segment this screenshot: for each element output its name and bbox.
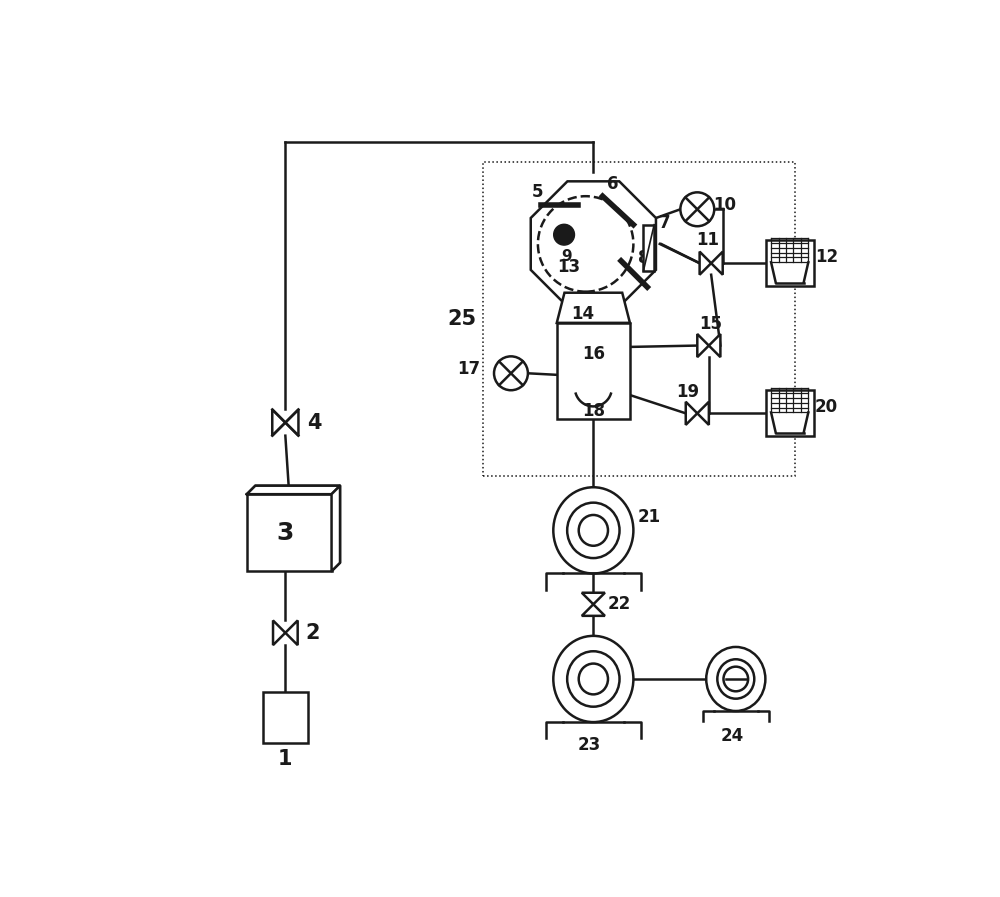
Polygon shape [272, 409, 285, 436]
Text: 4: 4 [307, 413, 322, 432]
Polygon shape [582, 593, 605, 605]
Text: 2: 2 [306, 623, 320, 643]
Bar [766, 390, 814, 437]
Text: 23: 23 [578, 736, 601, 754]
Text: 7: 7 [658, 214, 670, 232]
Text: 19: 19 [676, 383, 700, 401]
Polygon shape [273, 621, 285, 645]
Polygon shape [686, 402, 697, 425]
Text: 21: 21 [637, 508, 660, 526]
Polygon shape [557, 292, 630, 323]
Text: 20: 20 [815, 398, 838, 416]
Polygon shape [285, 621, 298, 645]
Circle shape [494, 356, 528, 390]
Text: 15: 15 [700, 315, 723, 333]
Text: 8: 8 [638, 248, 649, 266]
Text: 22: 22 [608, 596, 631, 614]
Text: 24: 24 [720, 727, 744, 745]
Polygon shape [332, 485, 340, 571]
Circle shape [554, 224, 574, 245]
Polygon shape [582, 605, 605, 616]
Polygon shape [709, 334, 720, 357]
Ellipse shape [579, 515, 608, 545]
Bar [643, 224, 654, 271]
Ellipse shape [706, 647, 765, 711]
Ellipse shape [579, 664, 608, 694]
Text: 10: 10 [713, 196, 736, 214]
Ellipse shape [717, 659, 754, 699]
Text: 17: 17 [457, 361, 480, 379]
Text: 13: 13 [557, 258, 580, 276]
Text: 9: 9 [561, 248, 572, 264]
Text: 5: 5 [532, 183, 544, 201]
Polygon shape [700, 252, 711, 274]
Circle shape [680, 192, 714, 226]
Text: 16: 16 [582, 345, 605, 363]
Bar [483, 162, 795, 476]
Ellipse shape [553, 487, 633, 573]
Text: 12: 12 [815, 248, 838, 266]
Polygon shape [697, 334, 709, 357]
Bar [557, 323, 630, 419]
Ellipse shape [567, 502, 620, 558]
Polygon shape [247, 485, 340, 494]
Ellipse shape [567, 651, 620, 707]
Polygon shape [697, 402, 709, 425]
Text: 18: 18 [582, 402, 605, 420]
Polygon shape [285, 409, 298, 436]
Text: 1: 1 [278, 750, 293, 770]
Bar [247, 494, 332, 571]
Ellipse shape [553, 636, 633, 722]
Circle shape [723, 666, 748, 692]
Text: 3: 3 [277, 520, 294, 544]
Polygon shape [711, 252, 723, 274]
Text: 6: 6 [607, 175, 618, 193]
Bar [263, 692, 308, 743]
Text: 14: 14 [571, 305, 594, 324]
Text: 25: 25 [447, 309, 476, 329]
Bar [766, 240, 814, 286]
Text: 11: 11 [696, 231, 719, 249]
Polygon shape [531, 181, 656, 307]
